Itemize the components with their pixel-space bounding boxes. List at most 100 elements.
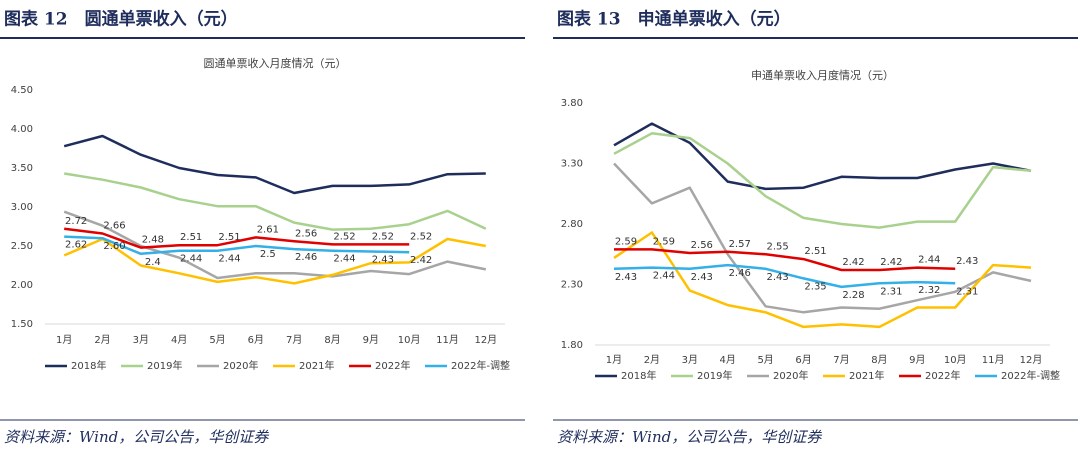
legend-label: 2022年-调整	[1001, 369, 1060, 382]
y-tick-label: 3.30	[561, 159, 583, 170]
data-label: 2.44	[180, 254, 202, 265]
data-label: 2.35	[804, 281, 826, 292]
x-tick-label: 8月	[871, 354, 887, 366]
data-label: 2.42	[880, 257, 902, 268]
data-label: 2.28	[842, 290, 864, 301]
x-tick-label: 1月	[606, 354, 622, 366]
source-note: 资料来源：Wind，公司公告，华创证券	[557, 428, 822, 446]
legend-label: 2021年	[299, 359, 334, 372]
x-tick-label: 7月	[833, 354, 849, 366]
data-label: 2.52	[372, 231, 394, 242]
legend-label: 2019年	[147, 359, 182, 372]
x-tick-label: 6月	[795, 354, 811, 366]
data-label: 2.56	[295, 228, 317, 239]
data-label: 2.43	[372, 254, 394, 265]
chart-title: 圆通单票收入月度情况（元）	[204, 56, 347, 70]
legend-label: 2018年	[71, 359, 106, 372]
legend-label: 2022年	[375, 359, 410, 372]
x-tick-label: 3月	[682, 354, 698, 366]
legend-label: 2022年-调整	[451, 359, 510, 372]
x-tick-label: 4月	[720, 354, 736, 366]
data-label: 2.31	[880, 286, 902, 297]
legend-label: 2021年	[849, 369, 884, 382]
legend-label: 2018年	[621, 369, 656, 382]
series-line	[613, 122, 1032, 191]
y-tick-label: 2.50	[11, 241, 33, 252]
data-label: 2.51	[180, 232, 202, 243]
data-label: 2.43	[956, 256, 978, 267]
y-tick-label: 1.80	[561, 340, 583, 351]
data-label: 2.56	[691, 240, 713, 251]
x-tick-label: 9月	[363, 334, 379, 346]
series-line	[613, 132, 1032, 229]
data-label: 2.43	[766, 272, 788, 283]
legend-label: 2019年	[697, 369, 732, 382]
series-line	[63, 210, 487, 280]
y-tick-label: 4.50	[11, 85, 33, 96]
series-line	[63, 237, 487, 285]
x-tick-label: 10月	[944, 354, 967, 366]
data-label: 2.46	[295, 252, 317, 263]
data-label: 2.42	[842, 257, 864, 268]
data-label: 2.46	[729, 268, 751, 279]
series-line	[64, 172, 487, 231]
series-line	[613, 162, 1032, 314]
data-label: 2.59	[615, 236, 637, 247]
data-label: 2.62	[65, 240, 87, 251]
series-line	[613, 263, 956, 289]
x-tick-label: 6月	[248, 334, 264, 346]
data-label: 2.52	[333, 231, 355, 242]
series-line	[63, 134, 486, 195]
data-label: 2.31	[956, 286, 978, 297]
data-label: 2.72	[65, 216, 87, 227]
legend-label: 2022年	[925, 369, 960, 382]
data-label: 2.59	[653, 236, 675, 247]
data-label: 2.52	[410, 231, 432, 242]
legend-label: 2020年	[223, 359, 258, 372]
data-label: 2.66	[103, 221, 125, 232]
data-label: 2.44	[653, 271, 675, 282]
y-tick-label: 4.00	[11, 124, 33, 135]
x-tick-label: 12月	[474, 334, 497, 346]
x-tick-label: 2月	[94, 334, 110, 346]
series-line	[64, 235, 410, 256]
series-line	[613, 231, 1032, 329]
source-note: 资料来源：Wind，公司公告，华创证券	[4, 428, 269, 446]
x-tick-label: 9月	[909, 354, 925, 366]
x-tick-label: 11月	[436, 334, 459, 346]
x-tick-label: 11月	[982, 354, 1005, 366]
y-tick-label: 3.80	[561, 98, 583, 109]
x-tick-label: 1月	[56, 334, 72, 346]
y-tick-label: 2.30	[561, 280, 583, 291]
data-label: 2.61	[257, 224, 279, 235]
y-tick-label: 1.50	[11, 319, 33, 330]
data-label: 2.43	[691, 272, 713, 283]
data-label: 2.42	[410, 255, 432, 266]
x-tick-label: 2月	[644, 354, 660, 366]
data-label: 2.51	[218, 232, 240, 243]
data-label: 2.48	[142, 235, 164, 246]
data-label: 2.51	[804, 246, 826, 257]
x-tick-label: 5月	[209, 334, 225, 346]
data-label: 2.4	[145, 257, 161, 268]
series-line	[64, 227, 410, 249]
x-tick-label: 4月	[171, 334, 187, 346]
y-tick-label: 3.50	[11, 163, 33, 174]
chart-title: 申通单票收入月度情况（元）	[751, 68, 894, 82]
x-tick-label: 10月	[398, 334, 421, 346]
data-label: 2.60	[103, 241, 125, 252]
data-label: 2.44	[333, 254, 355, 265]
x-tick-label: 7月	[286, 334, 302, 346]
legend-label: 2020年	[773, 369, 808, 382]
y-tick-label: 3.00	[11, 202, 33, 213]
x-tick-label: 8月	[324, 334, 340, 346]
data-label: 2.32	[918, 285, 940, 296]
data-label: 2.5	[260, 249, 276, 260]
y-tick-label: 2.00	[11, 280, 33, 291]
figure-header: 图表 13 申通单票收入（元）	[557, 9, 791, 30]
data-label: 2.55	[766, 241, 788, 252]
x-tick-label: 5月	[757, 354, 773, 366]
series-line	[614, 248, 956, 272]
